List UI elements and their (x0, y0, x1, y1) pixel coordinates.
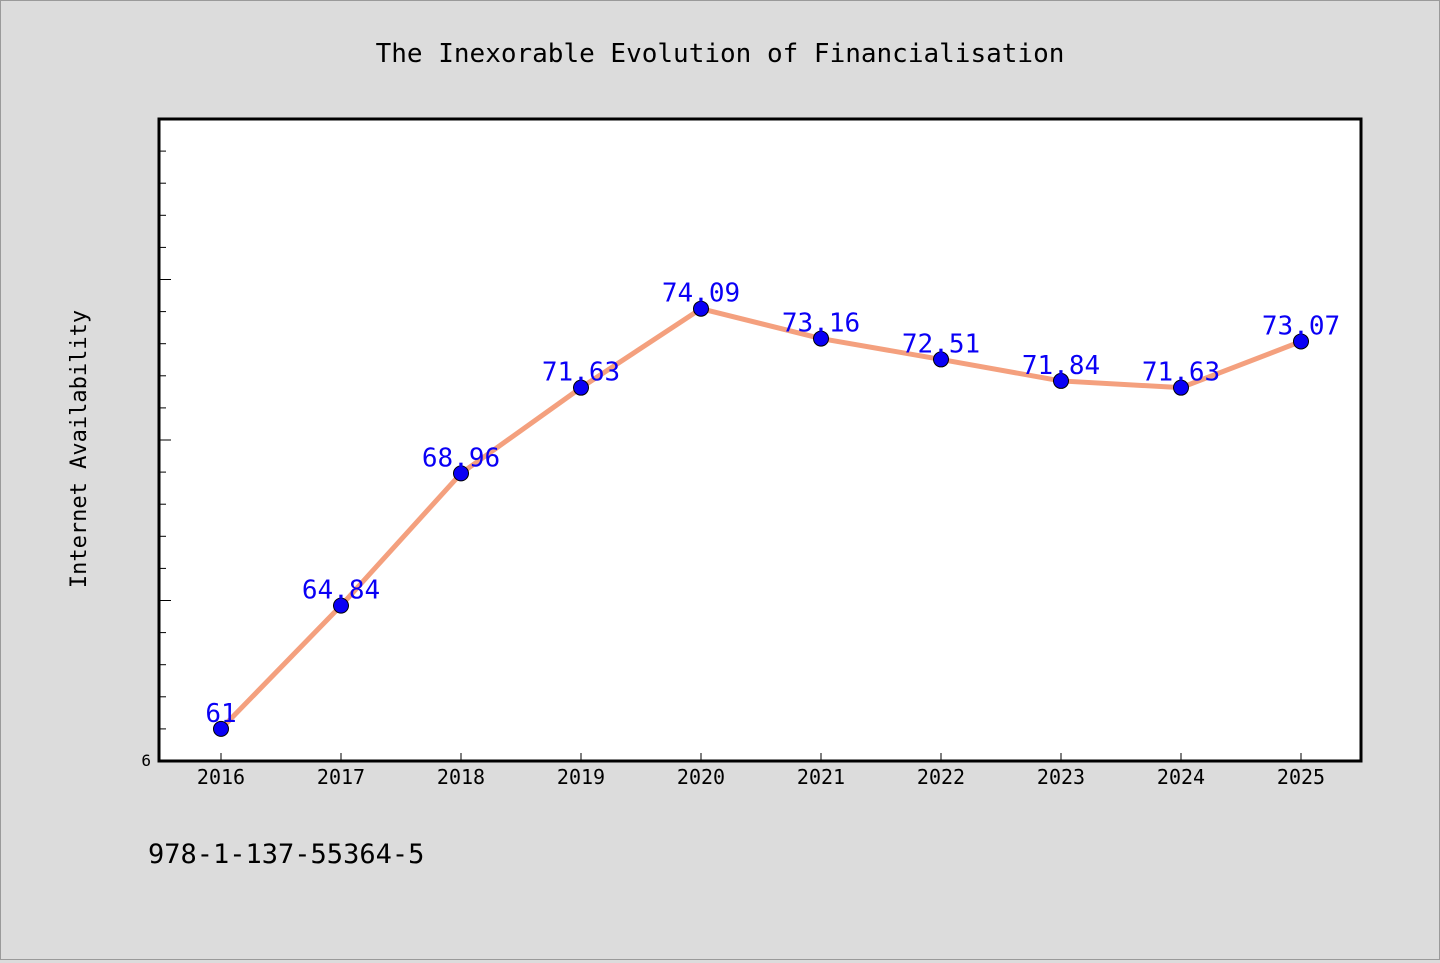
data-label: 73.07 (1262, 311, 1340, 341)
data-point (213, 720, 229, 737)
data-label: 72.51 (902, 329, 980, 359)
data-point (453, 465, 469, 482)
data-label: 71.84 (1022, 351, 1100, 381)
x-tick-label: 2023 (1037, 765, 1085, 789)
axes: 6 2016 2017 2018 2019 2020 2021 2022 2023 2024 202… (141, 150, 1325, 789)
data-label: 71.63 (1142, 358, 1220, 388)
data-point (1293, 333, 1309, 350)
data-labels: 61 64.84 68.96 71.63 74.09 73.16 72.51 71.84 71.… (205, 279, 1340, 729)
data-label: 73.16 (782, 309, 860, 339)
x-tick-label: 2019 (557, 765, 605, 789)
series-line (218, 306, 1304, 732)
data-label: 68.96 (422, 443, 500, 473)
data-label: 71.63 (542, 358, 620, 388)
data-label: 61 (205, 699, 236, 729)
y-tick-label: 6 (141, 751, 151, 770)
data-markers (213, 300, 1309, 737)
data-point (693, 300, 709, 317)
plot-area (157, 117, 1363, 763)
data-point (1053, 372, 1069, 389)
x-tick-label: 2024 (1157, 765, 1205, 789)
series-line-group (218, 306, 1304, 732)
data-point (573, 379, 589, 396)
y-axis-label: Internet Availability (67, 310, 92, 588)
data-label: 64.84 (302, 576, 380, 606)
x-tick-label: 2025 (1277, 765, 1325, 789)
x-tick-label: 2018 (437, 765, 485, 789)
data-point (1173, 379, 1189, 396)
data-point (333, 597, 349, 614)
x-tick-label: 2020 (677, 765, 725, 789)
x-tick-label: 2022 (917, 765, 965, 789)
chart-title: The Inexorable Evolution of Financialisa… (376, 39, 1065, 69)
data-point (813, 330, 829, 347)
x-tick-label: 2017 (317, 765, 365, 789)
x-tick-label: 2021 (797, 765, 845, 789)
data-point (933, 351, 949, 368)
x-tick-label: 2016 (197, 765, 245, 789)
isbn-text: 978-1-137-55364-5 (148, 839, 424, 870)
data-label: 74.09 (662, 279, 740, 309)
